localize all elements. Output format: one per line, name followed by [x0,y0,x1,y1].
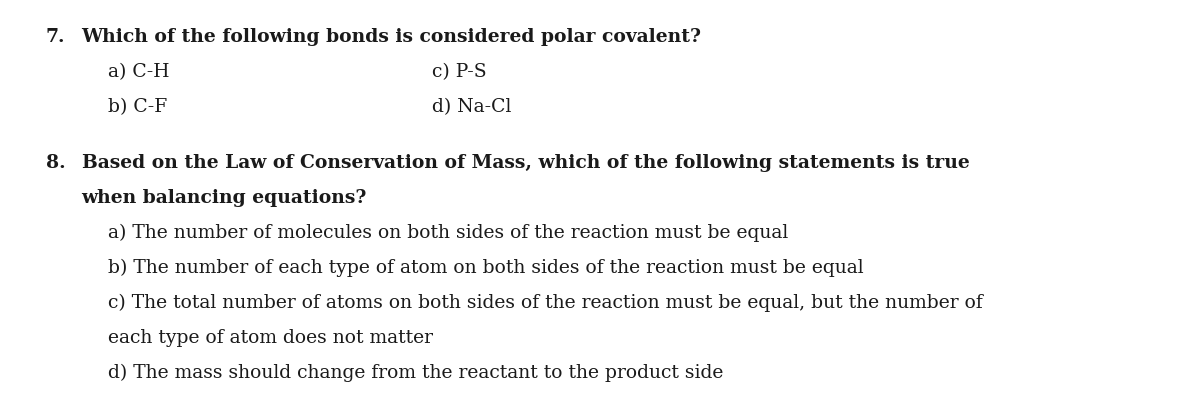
Text: d) Na-Cl: d) Na-Cl [432,98,511,116]
Text: b) C-F: b) C-F [108,98,167,116]
Text: when balancing equations?: when balancing equations? [82,189,367,207]
Text: 7.: 7. [46,28,65,46]
Text: a) The number of molecules on both sides of the reaction must be equal: a) The number of molecules on both sides… [108,224,788,242]
Text: b) The number of each type of atom on both sides of the reaction must be equal: b) The number of each type of atom on bo… [108,259,864,277]
Text: Which of the following bonds is considered polar covalent?: Which of the following bonds is consider… [82,28,702,46]
Text: each type of atom does not matter: each type of atom does not matter [108,329,433,347]
Text: 8.: 8. [46,154,65,172]
Text: d) The mass should change from the reactant to the product side: d) The mass should change from the react… [108,364,724,382]
Text: a) C-H: a) C-H [108,63,169,81]
Text: c) P-S: c) P-S [432,63,487,81]
Text: c) The total number of atoms on both sides of the reaction must be equal, but th: c) The total number of atoms on both sid… [108,294,983,312]
Text: Based on the Law of Conservation of Mass, which of the following statements is t: Based on the Law of Conservation of Mass… [82,154,970,172]
